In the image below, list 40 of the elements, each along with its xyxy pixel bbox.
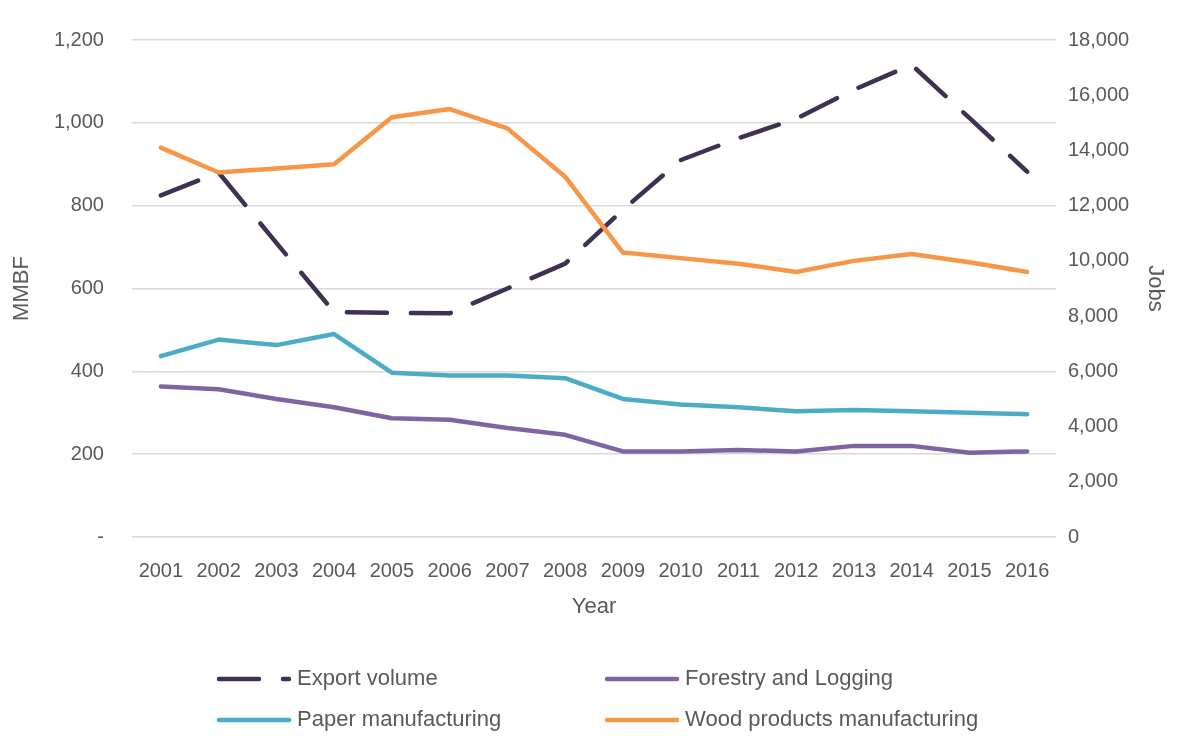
y2-tick-label: 14,000 [1068,137,1130,160]
x-tick-label: 2002 [196,558,241,581]
x-tick-label: 2014 [889,558,934,581]
y2-tick-label: 6,000 [1068,358,1119,381]
legend-label: Paper manufacturing [297,706,502,732]
x-tick-label: 2008 [542,558,588,581]
x-tick-label: 2007 [485,558,530,581]
legend-label: Forestry and Logging [685,665,893,691]
y2-tick-label: 16,000 [1068,82,1130,105]
x-tick-label: 2016 [1004,558,1050,581]
y-tick-label: 200 [70,441,104,464]
legend-label: Export volume [297,665,438,691]
y-axis-title: MMBF [8,256,34,321]
x-tick-label: 2013 [831,558,877,581]
y2-tick-label: 0 [1068,524,1080,547]
y2-tick-label: 2,000 [1068,469,1119,492]
x-tick-label: 2012 [773,558,819,581]
x-tick-label: 2004 [311,558,357,581]
y2-tick-label: 4,000 [1068,414,1119,437]
y2-tick-label: 10,000 [1068,248,1130,271]
y-tick-label: 600 [70,276,104,299]
y2-tick-label: 18,000 [1068,27,1130,50]
y2-tick-label: 8,000 [1068,303,1119,326]
y-tick-label: 1,000 [53,110,104,133]
x-tick-label: 2005 [369,558,415,581]
x-tick-label: 2010 [658,558,703,581]
y-tick-label: 400 [70,358,104,381]
legend-label: Wood products manufacturing [685,706,979,732]
x-axis-title: Year [571,592,617,618]
y-tick-label: - [97,524,104,547]
y2-axis-title: Jobs [1143,265,1169,312]
x-tick-label: 2001 [138,558,184,581]
x-tick-label: 2015 [947,558,992,581]
y2-tick-label: 12,000 [1068,193,1130,216]
y-tick-label: 800 [70,193,104,216]
x-tick-label: 2009 [600,558,646,581]
y-tick-label: 1,200 [53,27,104,50]
x-tick-label: 2006 [427,558,472,581]
x-tick-label: 2003 [254,558,299,581]
x-tick-label: 2011 [716,558,760,581]
